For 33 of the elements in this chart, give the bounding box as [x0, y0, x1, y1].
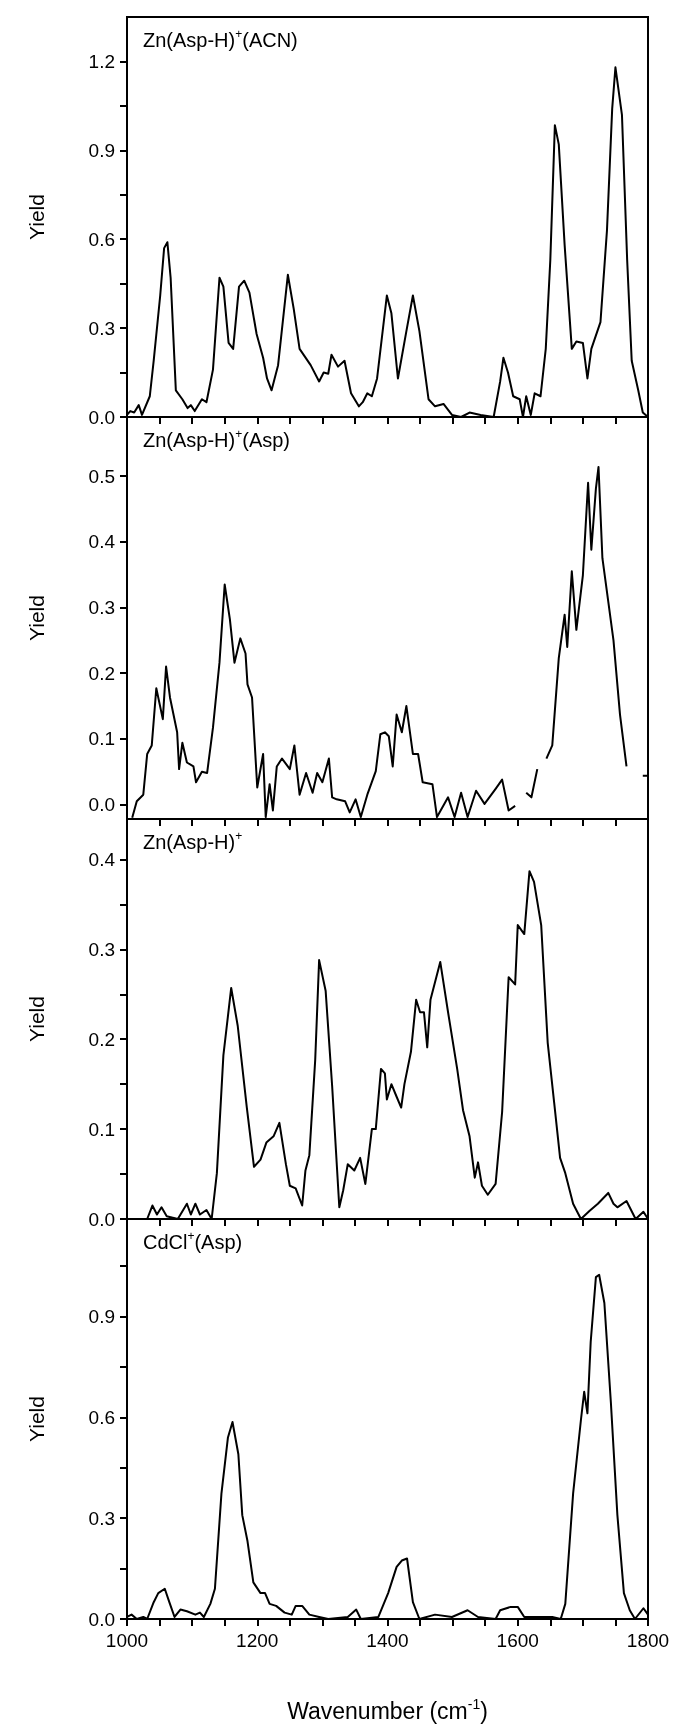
y-tick-label: 0.1 [88, 1118, 115, 1140]
text: Zn(Asp-H)+(ACN) [143, 27, 298, 51]
x-tick-label: 1200 [236, 1630, 279, 1651]
text: CdCl+(Asp) [143, 1229, 243, 1253]
y-tick-label: 0.0 [88, 1208, 115, 1230]
y-tick-label: 0.0 [88, 1608, 115, 1630]
y-tick-label: 0.3 [88, 938, 115, 960]
y-tick-label: 0.0 [88, 406, 115, 428]
y-tick-label: 0.3 [88, 317, 115, 339]
x-tick-label: 1600 [496, 1630, 539, 1651]
y-tick-label: 0.6 [88, 1406, 115, 1428]
y-axis-title: Yield [25, 595, 48, 641]
y-tick-label: 0.9 [88, 139, 115, 161]
y-tick-label: 0.2 [88, 1028, 115, 1050]
y-tick-label: 0.3 [88, 596, 115, 618]
x-tick-label: 1800 [626, 1630, 670, 1651]
x-tick-label: 1400 [366, 1630, 409, 1651]
x-tick-label: 1000 [105, 1630, 149, 1651]
y-axis-title: Yield [25, 1396, 48, 1442]
y-tick-label: 0.5 [88, 465, 115, 487]
y-tick-label: 0.1 [88, 728, 115, 750]
y-tick-label: 0.2 [88, 662, 115, 684]
y-axis-title: Yield [25, 996, 48, 1042]
text: Zn(Asp-H)+ [143, 829, 243, 853]
text: Zn(Asp-H)+(Asp) [143, 427, 291, 451]
y-tick-label: 0.6 [88, 228, 115, 250]
y-tick-label: 0.0 [88, 794, 115, 816]
y-tick-label: 0.4 [88, 848, 116, 870]
y-tick-label: 1.2 [88, 50, 115, 72]
y-tick-label: 0.3 [88, 1507, 115, 1529]
y-axis-title: Yield [25, 194, 48, 240]
y-tick-label: 0.9 [88, 1305, 115, 1327]
y-tick-label: 0.4 [88, 531, 116, 553]
